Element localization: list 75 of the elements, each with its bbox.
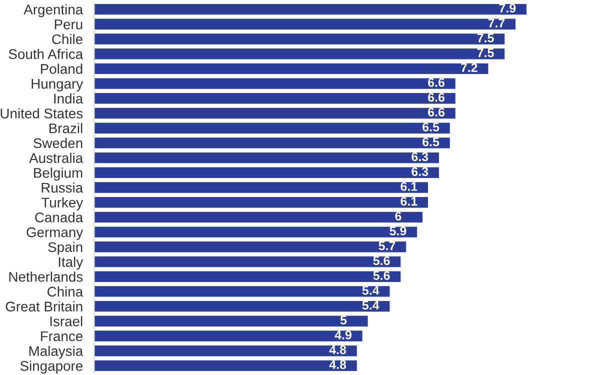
bar xyxy=(94,300,390,312)
y-tick-label: Netherlands xyxy=(9,272,83,282)
y-tick-label: Brazil xyxy=(50,123,82,134)
data-label: 7.5 xyxy=(477,34,494,42)
bar xyxy=(94,182,428,193)
data-label: 4.8 xyxy=(329,345,346,354)
data-label: 6.1 xyxy=(400,196,418,206)
y-tick-label: India xyxy=(54,93,84,104)
y-tick-label: Hungary xyxy=(32,79,84,92)
data-label: 4.8 xyxy=(329,360,346,370)
y-tick-label: Canada xyxy=(35,212,84,222)
bar xyxy=(94,78,456,89)
data-label: 6.6 xyxy=(428,108,445,117)
y-tick-label: Israel xyxy=(50,316,82,326)
data-label: 6.6 xyxy=(428,78,445,87)
bar xyxy=(94,316,368,326)
bar xyxy=(94,122,450,134)
data-label: 6.3 xyxy=(412,167,428,176)
y-tick-label: Singapore xyxy=(20,360,82,374)
data-label: 5.7 xyxy=(378,242,396,250)
data-label: 6.5 xyxy=(422,137,440,146)
bar xyxy=(94,48,505,60)
bar xyxy=(94,197,428,208)
bar xyxy=(94,34,505,44)
data-label: 6 xyxy=(395,212,402,221)
bar xyxy=(94,138,450,148)
data-label: 4.9 xyxy=(334,330,352,340)
data-label: 6.3 xyxy=(412,152,428,162)
y-tick-label: Belgium xyxy=(34,168,82,181)
bar xyxy=(94,212,423,223)
y-tick-label: Argentina xyxy=(24,4,84,18)
bar xyxy=(94,271,401,282)
data-label: 7.9 xyxy=(499,4,516,13)
data-label: 5.6 xyxy=(373,271,390,280)
y-tick-label: Australia xyxy=(29,152,84,163)
bar xyxy=(94,256,401,268)
bar xyxy=(94,4,527,15)
bar xyxy=(94,18,516,30)
bar xyxy=(94,167,439,178)
bar xyxy=(94,360,357,372)
y-tick-label: China xyxy=(48,286,84,297)
data-label: 5 xyxy=(340,316,347,325)
bar xyxy=(94,346,357,356)
data-label: 6.1 xyxy=(400,182,418,191)
bar xyxy=(94,286,390,297)
y-tick-label: Chile xyxy=(52,34,82,44)
data-label: 7.2 xyxy=(460,63,478,72)
bar xyxy=(94,242,406,252)
bar xyxy=(94,108,456,119)
bar xyxy=(94,63,488,74)
y-tick-label: Malaysia xyxy=(29,346,84,359)
data-label: 6.6 xyxy=(428,92,445,102)
bar xyxy=(94,330,362,342)
data-label: 5.9 xyxy=(390,226,406,236)
y-tick-label: Great Britain xyxy=(6,301,82,312)
data-label: 6.5 xyxy=(422,122,440,132)
y-tick-label: Spain xyxy=(48,242,82,255)
bar xyxy=(94,226,418,238)
y-tick-label: Peru xyxy=(54,20,82,30)
y-tick-label: Germany xyxy=(26,227,84,240)
y-tick-label: Russia xyxy=(42,182,84,193)
y-tick-label: South Africa xyxy=(8,48,84,60)
y-tick-label: Italy xyxy=(58,256,84,270)
y-tick-label: France xyxy=(41,331,82,342)
y-tick-label: Sweden xyxy=(34,138,82,148)
y-tick-label: United States xyxy=(0,108,83,118)
data-label: 5.4 xyxy=(362,286,380,295)
data-label: 5.4 xyxy=(362,300,380,310)
data-label: 7.5 xyxy=(477,48,494,58)
data-label: 7.7 xyxy=(488,18,505,28)
y-tick-label: Turkey xyxy=(41,197,84,210)
y-tick-label: Poland xyxy=(40,64,82,74)
bar xyxy=(94,152,439,164)
data-label: 5.6 xyxy=(373,256,390,266)
bar xyxy=(94,93,456,104)
